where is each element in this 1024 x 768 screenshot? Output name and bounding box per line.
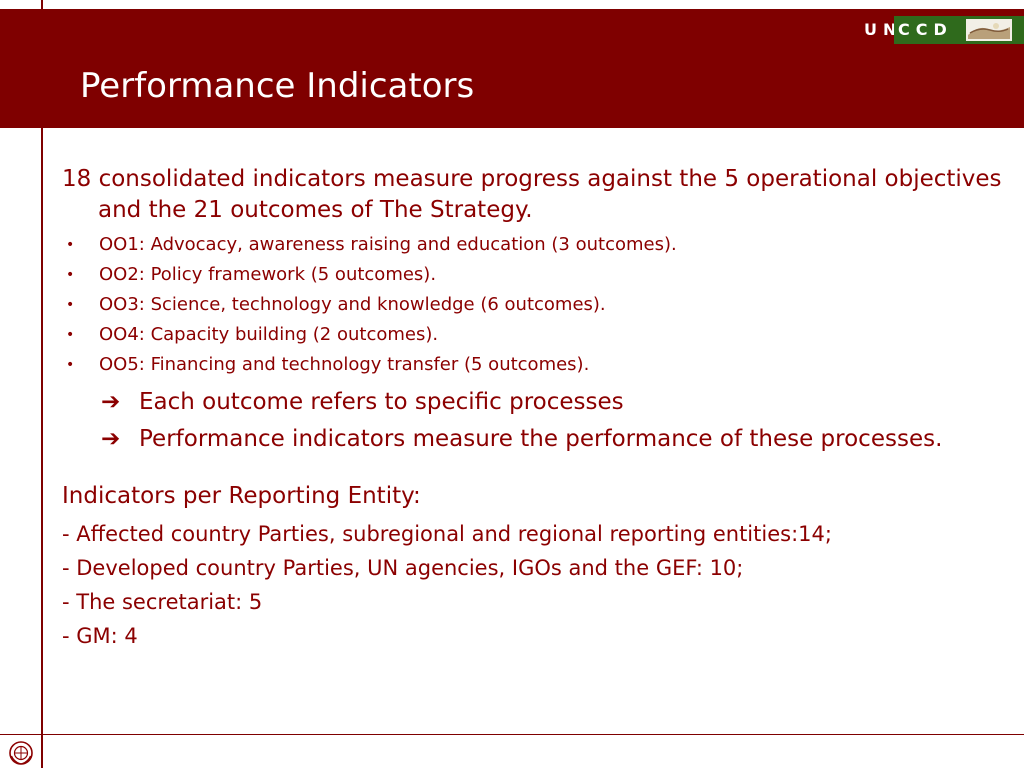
arrow-right-icon: ➔ <box>101 389 121 415</box>
arrow-point-text: Each outcome refers to specific processe… <box>139 389 624 415</box>
entity-line: - Affected country Parties, subregional … <box>62 522 832 546</box>
un-emblem-icon <box>9 741 33 765</box>
bullet-glyph: • <box>66 357 75 373</box>
list-item-text: OO4: Capacity building (2 outcomes). <box>99 324 439 345</box>
unccd-logo-icon <box>966 19 1012 41</box>
entity-line: - Developed country Parties, UN agencies… <box>62 556 744 580</box>
logo-un-text: UN <box>864 20 903 39</box>
slide-body: 18 consolidated indicators measure progr… <box>62 164 1002 653</box>
list-item: • OO2: Policy framework (5 outcomes). <box>62 260 1002 290</box>
logo-ccd-text: CCD <box>898 20 953 39</box>
slide-title: Performance Indicators <box>80 66 475 106</box>
list-item: • OO1: Advocacy, awareness raising and ed… <box>62 230 1002 260</box>
arrow-point-processes: ➔ Each outcome refers to specific process… <box>62 387 1002 417</box>
list-item-text: OO2: Policy framework (5 outcomes). <box>99 264 437 285</box>
footer-rule <box>0 734 1024 735</box>
list-item-text: OO1: Advocacy, awareness raising and edu… <box>99 234 677 255</box>
objectives-list: • OO1: Advocacy, awareness raising and ed… <box>62 230 1002 380</box>
bullet-glyph: • <box>66 327 75 343</box>
list-item-text: OO5: Financing and technology transfer (… <box>99 354 590 375</box>
slide-header <box>0 9 1024 128</box>
reporting-entity-heading: Indicators per Reporting Entity: <box>62 483 421 509</box>
arrow-right-icon: ➔ <box>101 426 121 452</box>
logo-ccd-panel: CCD <box>894 16 1024 44</box>
unccd-logo: UN CCD <box>856 16 1024 44</box>
arrow-point-performance: ➔ Performance indicators measure the perf… <box>62 424 1002 454</box>
list-item: • OO3: Science, technology and knowledge … <box>62 290 1002 320</box>
list-item: • OO4: Capacity building (2 outcomes). <box>62 320 1002 350</box>
list-item-text: OO3: Science, technology and knowledge (… <box>99 294 606 315</box>
intro-paragraph: 18 consolidated indicators measure progr… <box>62 166 1002 223</box>
entity-line: - GM: 4 <box>62 624 138 648</box>
entity-line: - The secretariat: 5 <box>62 590 263 614</box>
bullet-glyph: • <box>66 267 75 283</box>
left-vertical-rule <box>41 0 43 768</box>
list-item: • OO5: Financing and technology transfer … <box>62 350 1002 380</box>
arrow-point-text: Performance indicators measure the perfo… <box>139 426 943 452</box>
bullet-glyph: • <box>66 237 75 253</box>
bullet-glyph: • <box>66 297 75 313</box>
entity-list: - Affected country Parties, subregional … <box>62 517 1002 653</box>
